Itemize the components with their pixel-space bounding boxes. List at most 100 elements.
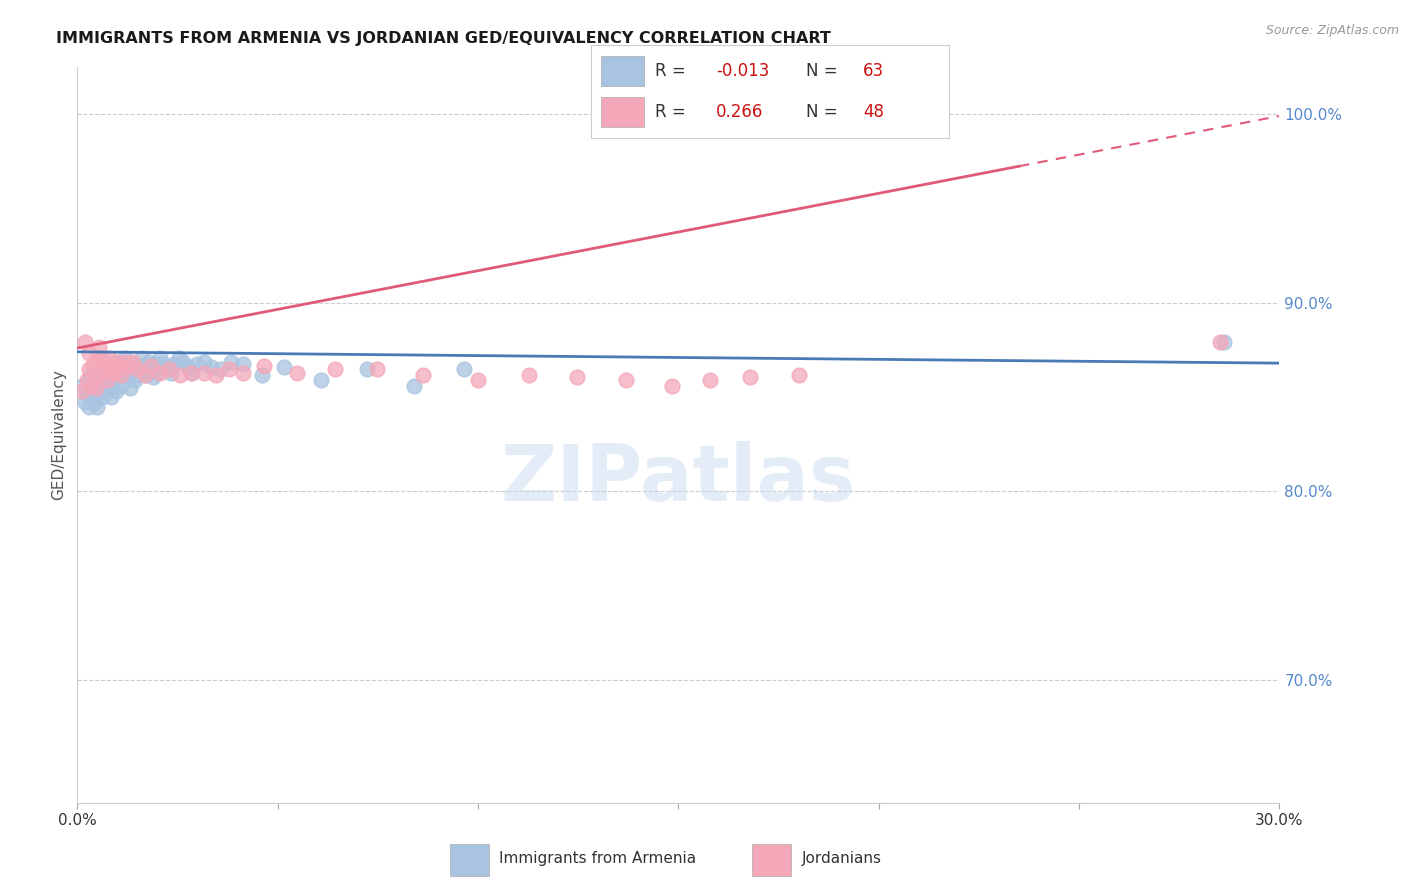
Point bbox=[114, 351, 136, 366]
Point bbox=[117, 368, 139, 382]
Point bbox=[177, 360, 200, 375]
FancyBboxPatch shape bbox=[752, 844, 790, 876]
Point bbox=[84, 387, 107, 401]
Point bbox=[159, 362, 181, 376]
Point bbox=[232, 366, 254, 380]
Point bbox=[139, 362, 162, 376]
Point bbox=[1209, 334, 1232, 349]
Point bbox=[105, 384, 128, 399]
Point bbox=[145, 357, 167, 371]
Point bbox=[193, 354, 215, 368]
Point bbox=[108, 357, 131, 371]
Point bbox=[91, 351, 114, 366]
Point bbox=[91, 390, 114, 404]
Point bbox=[79, 362, 101, 376]
Point bbox=[172, 354, 194, 368]
Point bbox=[163, 357, 186, 371]
Text: R =: R = bbox=[655, 103, 696, 121]
Text: 48: 48 bbox=[863, 103, 884, 121]
Point bbox=[80, 368, 103, 382]
Point bbox=[467, 373, 489, 387]
Point bbox=[89, 366, 111, 380]
Point bbox=[125, 362, 148, 376]
Point bbox=[204, 368, 226, 382]
Point bbox=[273, 360, 295, 375]
Point bbox=[121, 362, 143, 376]
Point bbox=[94, 362, 117, 376]
Point bbox=[73, 395, 96, 409]
Point bbox=[787, 368, 810, 382]
Point bbox=[84, 395, 107, 409]
Point bbox=[98, 378, 121, 392]
Point bbox=[149, 366, 172, 380]
Text: -0.013: -0.013 bbox=[716, 62, 769, 79]
Point bbox=[76, 373, 98, 387]
Point bbox=[111, 368, 134, 382]
Point bbox=[181, 366, 204, 380]
Point bbox=[77, 346, 100, 360]
Point bbox=[93, 362, 115, 376]
Point bbox=[121, 354, 143, 368]
Point bbox=[180, 366, 202, 380]
Point bbox=[103, 366, 125, 380]
Point bbox=[311, 373, 333, 387]
Point bbox=[356, 362, 378, 376]
Point bbox=[134, 368, 156, 382]
Point bbox=[107, 368, 129, 382]
Point bbox=[110, 378, 132, 392]
Text: Immigrants from Armenia: Immigrants from Armenia bbox=[499, 851, 696, 866]
Text: 63: 63 bbox=[863, 62, 884, 79]
FancyBboxPatch shape bbox=[602, 56, 644, 86]
Point bbox=[84, 368, 107, 382]
Point bbox=[253, 359, 276, 373]
Point bbox=[325, 362, 347, 376]
FancyBboxPatch shape bbox=[450, 844, 489, 876]
Text: ZIPatlas: ZIPatlas bbox=[501, 441, 856, 517]
Point bbox=[142, 370, 165, 384]
Text: R =: R = bbox=[655, 62, 692, 79]
Text: Source: ZipAtlas.com: Source: ZipAtlas.com bbox=[1265, 24, 1399, 37]
Point bbox=[567, 370, 589, 384]
Point bbox=[128, 368, 150, 382]
Point bbox=[103, 373, 125, 387]
Point bbox=[84, 381, 107, 395]
Point bbox=[402, 378, 425, 392]
Point bbox=[156, 360, 179, 375]
Point bbox=[146, 366, 169, 380]
Point bbox=[366, 362, 388, 376]
Point bbox=[96, 384, 118, 399]
Point bbox=[110, 368, 132, 382]
Text: 0.266: 0.266 bbox=[716, 103, 763, 121]
Point bbox=[219, 354, 242, 368]
Point bbox=[117, 359, 139, 373]
Point bbox=[118, 381, 141, 395]
Point bbox=[97, 368, 120, 382]
Point bbox=[285, 366, 308, 380]
Point bbox=[107, 362, 129, 376]
Y-axis label: GED/Equivalency: GED/Equivalency bbox=[51, 369, 66, 500]
Point bbox=[82, 357, 104, 371]
Point bbox=[200, 360, 222, 375]
Point bbox=[100, 390, 122, 404]
Point bbox=[70, 384, 93, 399]
Point bbox=[1213, 334, 1236, 349]
Point bbox=[73, 334, 96, 349]
Point bbox=[453, 362, 475, 376]
FancyBboxPatch shape bbox=[602, 97, 644, 127]
Point bbox=[138, 354, 160, 368]
Point bbox=[218, 362, 240, 376]
Point bbox=[87, 341, 110, 355]
Point bbox=[70, 378, 93, 392]
Point bbox=[86, 351, 108, 366]
Point bbox=[135, 368, 157, 382]
Point bbox=[193, 366, 215, 380]
Point bbox=[131, 351, 153, 366]
Point bbox=[89, 376, 111, 391]
Text: IMMIGRANTS FROM ARMENIA VS JORDANIAN GED/EQUIVALENCY CORRELATION CHART: IMMIGRANTS FROM ARMENIA VS JORDANIAN GED… bbox=[56, 31, 831, 46]
Point bbox=[167, 351, 190, 366]
Point bbox=[96, 373, 118, 387]
Point bbox=[517, 368, 540, 382]
Point bbox=[125, 357, 148, 371]
Point bbox=[79, 373, 101, 387]
Point bbox=[76, 387, 98, 401]
